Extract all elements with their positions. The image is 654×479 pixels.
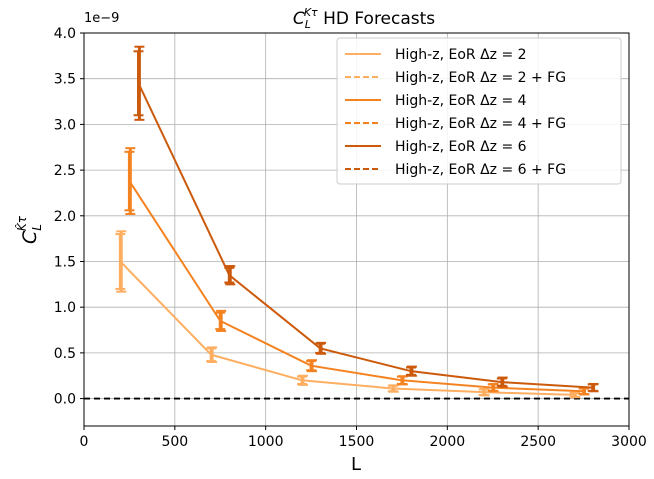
y-tick-label: 0.5 [54, 346, 76, 362]
legend-label: High-z, EoR Δz = 4 + FG [395, 116, 566, 132]
y-tick-label: 1.5 [54, 254, 76, 270]
x-tick-label: 500 [161, 434, 188, 450]
legend-label: High-z, EoR Δz = 2 [395, 47, 527, 63]
x-tick-label: 1000 [248, 434, 284, 450]
series-line [137, 82, 593, 389]
x-axis: 0 500 1000 1500 2000 2500 3000 [80, 426, 647, 450]
series-line [119, 260, 575, 396]
legend-label: High-z, EoR Δz = 4 [395, 93, 527, 109]
series [116, 230, 581, 399]
y-tick-label: 0.0 [54, 392, 76, 408]
series [134, 45, 599, 393]
x-tick-label: 3000 [611, 434, 647, 450]
legend-label: High-z, EoR Δz = 6 + FG [395, 162, 566, 178]
y-tick-label: 3.5 [54, 72, 76, 88]
y-tick-label: 2.0 [54, 209, 76, 225]
chart-title: CLKτ HD Forecasts [293, 6, 435, 31]
series-group [115, 45, 599, 399]
series [125, 147, 590, 396]
legend-label: High-z, EoR Δz = 2 + FG [395, 70, 566, 86]
x-tick-label: 2500 [520, 434, 556, 450]
x-axis-label: L [351, 454, 361, 475]
x-tick-label: 1500 [339, 434, 375, 450]
y-tick-label: 1.0 [54, 300, 76, 316]
y-tick-label: 3.0 [54, 117, 76, 133]
y-offset-label: 1e−9 [84, 11, 119, 26]
x-tick-label: 0 [80, 434, 89, 450]
legend-box [336, 37, 622, 185]
legend-label: High-z, EoR Δz = 6 [395, 139, 527, 155]
legend: High-z, EoR Δz = 2 High-z, EoR Δz = 2 + F… [336, 37, 622, 185]
x-tick-label: 2000 [430, 434, 466, 450]
y-axis: 0.0 0.5 1.0 1.5 2.0 2.5 3.0 3.5 4.0 [54, 26, 84, 408]
y-tick-label: 2.5 [54, 163, 76, 179]
series-line [128, 180, 584, 393]
y-tick-label: 4.0 [54, 26, 76, 42]
y-axis-label: CLK̂τ [15, 215, 44, 244]
